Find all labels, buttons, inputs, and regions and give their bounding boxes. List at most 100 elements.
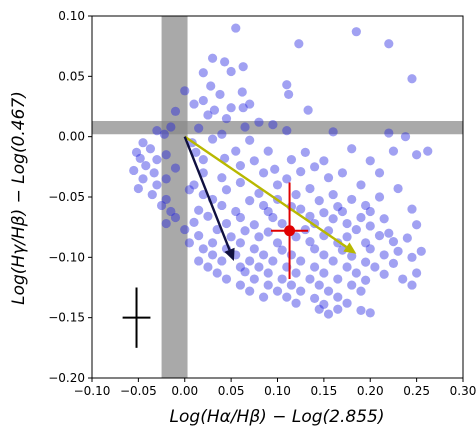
data-point bbox=[342, 218, 352, 229]
data-point bbox=[305, 183, 315, 194]
data-point bbox=[198, 244, 208, 254]
x-tick-label: 0.25 bbox=[403, 384, 430, 398]
data-point bbox=[356, 305, 366, 316]
data-point bbox=[189, 217, 199, 227]
data-point bbox=[263, 206, 273, 217]
x-tick-label: 0.20 bbox=[357, 384, 384, 398]
data-point bbox=[170, 163, 181, 173]
data-point bbox=[161, 218, 171, 229]
data-point bbox=[370, 262, 380, 272]
data-point bbox=[189, 99, 199, 109]
y-tick-label: 0.00 bbox=[58, 130, 85, 144]
data-point bbox=[319, 268, 329, 278]
x-tick-label: 0.00 bbox=[171, 384, 198, 398]
data-point bbox=[365, 244, 375, 254]
data-point bbox=[407, 280, 417, 290]
data-point bbox=[258, 250, 269, 260]
data-point bbox=[249, 244, 259, 254]
data-point bbox=[166, 122, 176, 132]
data-point bbox=[231, 23, 241, 33]
data-point bbox=[319, 250, 329, 260]
data-point bbox=[217, 200, 227, 211]
data-point bbox=[282, 126, 292, 136]
data-point bbox=[245, 99, 255, 109]
data-point bbox=[212, 268, 222, 278]
data-point bbox=[282, 80, 292, 90]
data-point bbox=[333, 274, 343, 284]
data-point bbox=[393, 246, 403, 256]
data-point bbox=[291, 189, 301, 200]
data-point bbox=[351, 224, 361, 235]
data-point bbox=[235, 212, 245, 223]
data-point bbox=[423, 146, 433, 156]
data-point bbox=[388, 258, 399, 268]
data-point bbox=[323, 286, 334, 296]
data-point bbox=[361, 275, 371, 285]
x-tick-label: 0.15 bbox=[311, 384, 338, 398]
data-point bbox=[207, 238, 218, 248]
data-point bbox=[300, 147, 310, 157]
data-point bbox=[412, 220, 422, 230]
data-point bbox=[138, 174, 148, 184]
y-tick-label: 0.05 bbox=[58, 69, 85, 83]
red-marker bbox=[284, 225, 296, 237]
data-point bbox=[282, 292, 292, 302]
data-point bbox=[203, 262, 213, 272]
data-point bbox=[272, 180, 283, 190]
data-point bbox=[361, 238, 371, 248]
data-point bbox=[198, 154, 208, 165]
x-tick-label: 0.05 bbox=[218, 384, 245, 398]
data-point bbox=[254, 232, 264, 242]
x-axis-label: Log(Hα/Hβ) − Log(2.855) bbox=[170, 407, 385, 427]
data-point bbox=[215, 89, 225, 100]
data-point bbox=[149, 168, 159, 178]
data-point bbox=[305, 237, 315, 247]
y-tick-label: −0.20 bbox=[48, 371, 85, 385]
data-point bbox=[231, 206, 241, 217]
data-point bbox=[156, 200, 167, 211]
data-point bbox=[291, 232, 301, 242]
data-point bbox=[235, 280, 245, 290]
data-point bbox=[310, 293, 320, 303]
x-tick-label: 0.30 bbox=[450, 384, 476, 398]
data-point bbox=[235, 262, 245, 272]
x-tick-label: −0.05 bbox=[120, 384, 157, 398]
data-point bbox=[209, 105, 220, 115]
data-point bbox=[191, 147, 201, 157]
data-point bbox=[254, 117, 264, 127]
data-point bbox=[300, 224, 310, 235]
data-point bbox=[356, 212, 366, 223]
data-point bbox=[240, 267, 250, 277]
data-point bbox=[147, 189, 157, 200]
data-point bbox=[314, 304, 324, 314]
data-point bbox=[407, 204, 417, 214]
data-point bbox=[319, 156, 329, 166]
data-point bbox=[407, 252, 417, 262]
data-point bbox=[356, 180, 366, 190]
data-point bbox=[231, 146, 241, 156]
y-axis-label: Log(Hγ/Hβ) − Log(0.467) bbox=[9, 91, 29, 305]
data-point bbox=[400, 132, 411, 142]
data-point bbox=[258, 168, 269, 178]
data-point bbox=[393, 183, 403, 194]
data-point bbox=[314, 196, 324, 206]
data-point bbox=[135, 153, 145, 163]
data-point bbox=[240, 226, 250, 236]
data-point bbox=[254, 188, 264, 198]
data-point bbox=[226, 66, 236, 77]
data-point bbox=[337, 245, 348, 255]
y-tick-label: 0.10 bbox=[58, 9, 85, 23]
data-point bbox=[305, 211, 315, 221]
data-point bbox=[356, 286, 366, 296]
data-point bbox=[388, 237, 399, 247]
dark-arrow-head bbox=[224, 247, 235, 261]
data-point bbox=[388, 146, 399, 156]
data-point bbox=[133, 183, 143, 194]
data-point bbox=[235, 161, 245, 171]
data-point bbox=[207, 53, 218, 63]
data-point bbox=[268, 120, 278, 130]
data-point bbox=[145, 144, 156, 154]
data-point bbox=[131, 147, 142, 157]
data-point bbox=[277, 218, 287, 229]
